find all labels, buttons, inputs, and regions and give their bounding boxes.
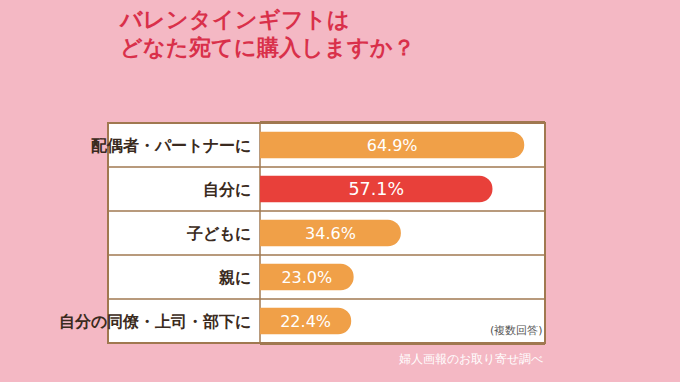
svg-text:子どもに: 子どもに: [186, 224, 251, 243]
svg-text:22.4%: 22.4%: [280, 312, 331, 331]
svg-text:64.9%: 64.9%: [367, 136, 418, 155]
svg-text:(複数回答): (複数回答): [490, 324, 543, 337]
svg-text:57.1%: 57.1%: [348, 179, 404, 199]
svg-text:34.6%: 34.6%: [305, 224, 356, 243]
svg-text:婦人画報のお取り寄せ調べ: 婦人画報のお取り寄せ調べ: [399, 352, 543, 366]
svg-text:自分に: 自分に: [203, 180, 251, 199]
svg-text:自分の同僚・上司・部下に: 自分の同僚・上司・部下に: [59, 312, 251, 331]
svg-text:親に: 親に: [218, 268, 251, 287]
svg-text:バレンタインギフトはどなた宛てに購入しますか？: バレンタインギフトはどなた宛てに購入しますか？: [118, 7, 415, 61]
svg-text:配偶者・パートナーに: 配偶者・パートナーに: [91, 136, 251, 155]
svg-text:23.0%: 23.0%: [281, 268, 332, 287]
